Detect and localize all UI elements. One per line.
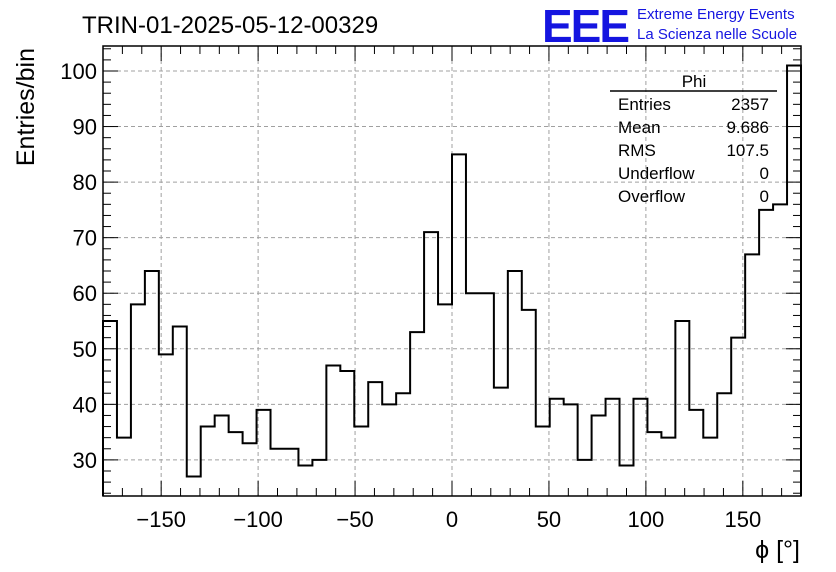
histogram-bin: [103, 321, 117, 496]
x-axis-label: ϕ [°]: [755, 536, 800, 564]
y-tick-label: 40: [73, 392, 97, 417]
histogram-bin: [298, 465, 312, 496]
stats-row-value: 0: [760, 164, 769, 183]
histogram-layer: [102, 64, 802, 496]
histogram-bin: [773, 204, 787, 496]
histogram-bin: [550, 399, 564, 496]
histogram-bin: [564, 404, 578, 496]
stats-row-label: Underflow: [618, 164, 695, 183]
histogram-bin: [606, 399, 620, 496]
stats-rows: Entries 2357 Mean 9.686 RMS 107.5 Underflow 0 Ov…: [618, 95, 769, 206]
histogram-bin: [466, 293, 480, 496]
histogram-bin: [438, 304, 452, 496]
x-tick-label: −100: [233, 507, 283, 532]
histogram-bin: [592, 415, 606, 496]
x-tick-label: 0: [446, 507, 458, 532]
y-tick-label: 100: [60, 59, 97, 84]
histogram-bin: [368, 382, 382, 496]
histogram-bin: [787, 65, 801, 496]
histogram-outline: [102, 64, 802, 496]
histogram-bin: [703, 438, 717, 496]
histogram-bin: [257, 410, 271, 496]
histogram-bin: [508, 271, 522, 496]
histogram-bin: [354, 427, 368, 496]
histogram-bin: [243, 443, 257, 496]
eee-logo: EEE Extreme Energy Events La Scienza nel…: [542, 0, 797, 52]
y-tick-label: 30: [73, 448, 97, 473]
histogram-bin: [578, 460, 592, 496]
histogram-bin: [340, 371, 354, 496]
histogram-bin: [229, 432, 243, 496]
histogram-bin: [382, 404, 396, 496]
histogram-bin: [201, 427, 215, 496]
histogram-bin: [675, 321, 689, 496]
histogram-bin: [131, 304, 145, 496]
histogram-bin: [424, 232, 438, 496]
y-axis-label: Entries/bin: [12, 48, 40, 166]
histogram-bin: [215, 415, 229, 496]
histogram-bin: [452, 154, 466, 496]
histogram-bin: [187, 477, 201, 496]
x-tick-label: −50: [336, 507, 373, 532]
eee-logo-mark: EEE: [542, 0, 628, 52]
x-tick-label: 50: [537, 507, 561, 532]
stats-row-value: 0: [760, 187, 769, 206]
histogram-bin: [326, 365, 340, 496]
y-tick-label: 50: [73, 337, 97, 362]
histogram-bin: [284, 449, 298, 496]
histogram-bin: [717, 393, 731, 496]
histogram-bin: [661, 438, 675, 496]
stats-row-label: Mean: [618, 118, 661, 137]
run-title: TRIN-01-2025-05-12-00329: [82, 12, 378, 39]
logo-line-1: Extreme Energy Events: [637, 6, 795, 23]
histogram-bin: [145, 271, 159, 496]
y-tick-label: 60: [73, 281, 97, 306]
histogram-bin: [173, 327, 187, 496]
x-tick-label: 100: [628, 507, 665, 532]
histogram-bin: [396, 393, 410, 496]
x-tick-label: 150: [724, 507, 761, 532]
histogram-bin: [522, 310, 536, 496]
stats-row-label: Entries: [618, 95, 671, 114]
y-tick-label: 90: [73, 115, 97, 140]
logo-line-2: La Scienza nelle Scuole: [637, 26, 797, 43]
histogram-bin: [312, 460, 326, 496]
stats-box-title: Phi: [682, 72, 707, 91]
stats-row-value: 2357: [731, 95, 769, 114]
stats-box: Phi Entries 2357 Mean 9.686 RMS 107.5 Underflo…: [610, 72, 777, 206]
x-tick-label: −150: [136, 507, 186, 532]
stats-row-value: 9.686: [726, 118, 769, 137]
histogram-bin: [759, 210, 773, 496]
histogram-bin: [536, 427, 550, 496]
histogram-bin: [117, 438, 131, 496]
tick-labels: −150 −100 −50 0 50 100 150 30 40 50 60 70 80 90 100: [60, 59, 761, 532]
stats-row-label: RMS: [618, 141, 656, 160]
histogram-bin: [480, 293, 494, 496]
histogram-bin: [633, 399, 647, 496]
axes: [102, 45, 802, 497]
stats-row-label: Overflow: [618, 187, 686, 206]
histogram-bin: [410, 332, 424, 496]
y-tick-label: 70: [73, 226, 97, 251]
stats-row-value: 107.5: [726, 141, 769, 160]
histogram-bin: [689, 410, 703, 496]
y-tick-label: 80: [73, 170, 97, 195]
histogram-bin: [647, 432, 661, 496]
